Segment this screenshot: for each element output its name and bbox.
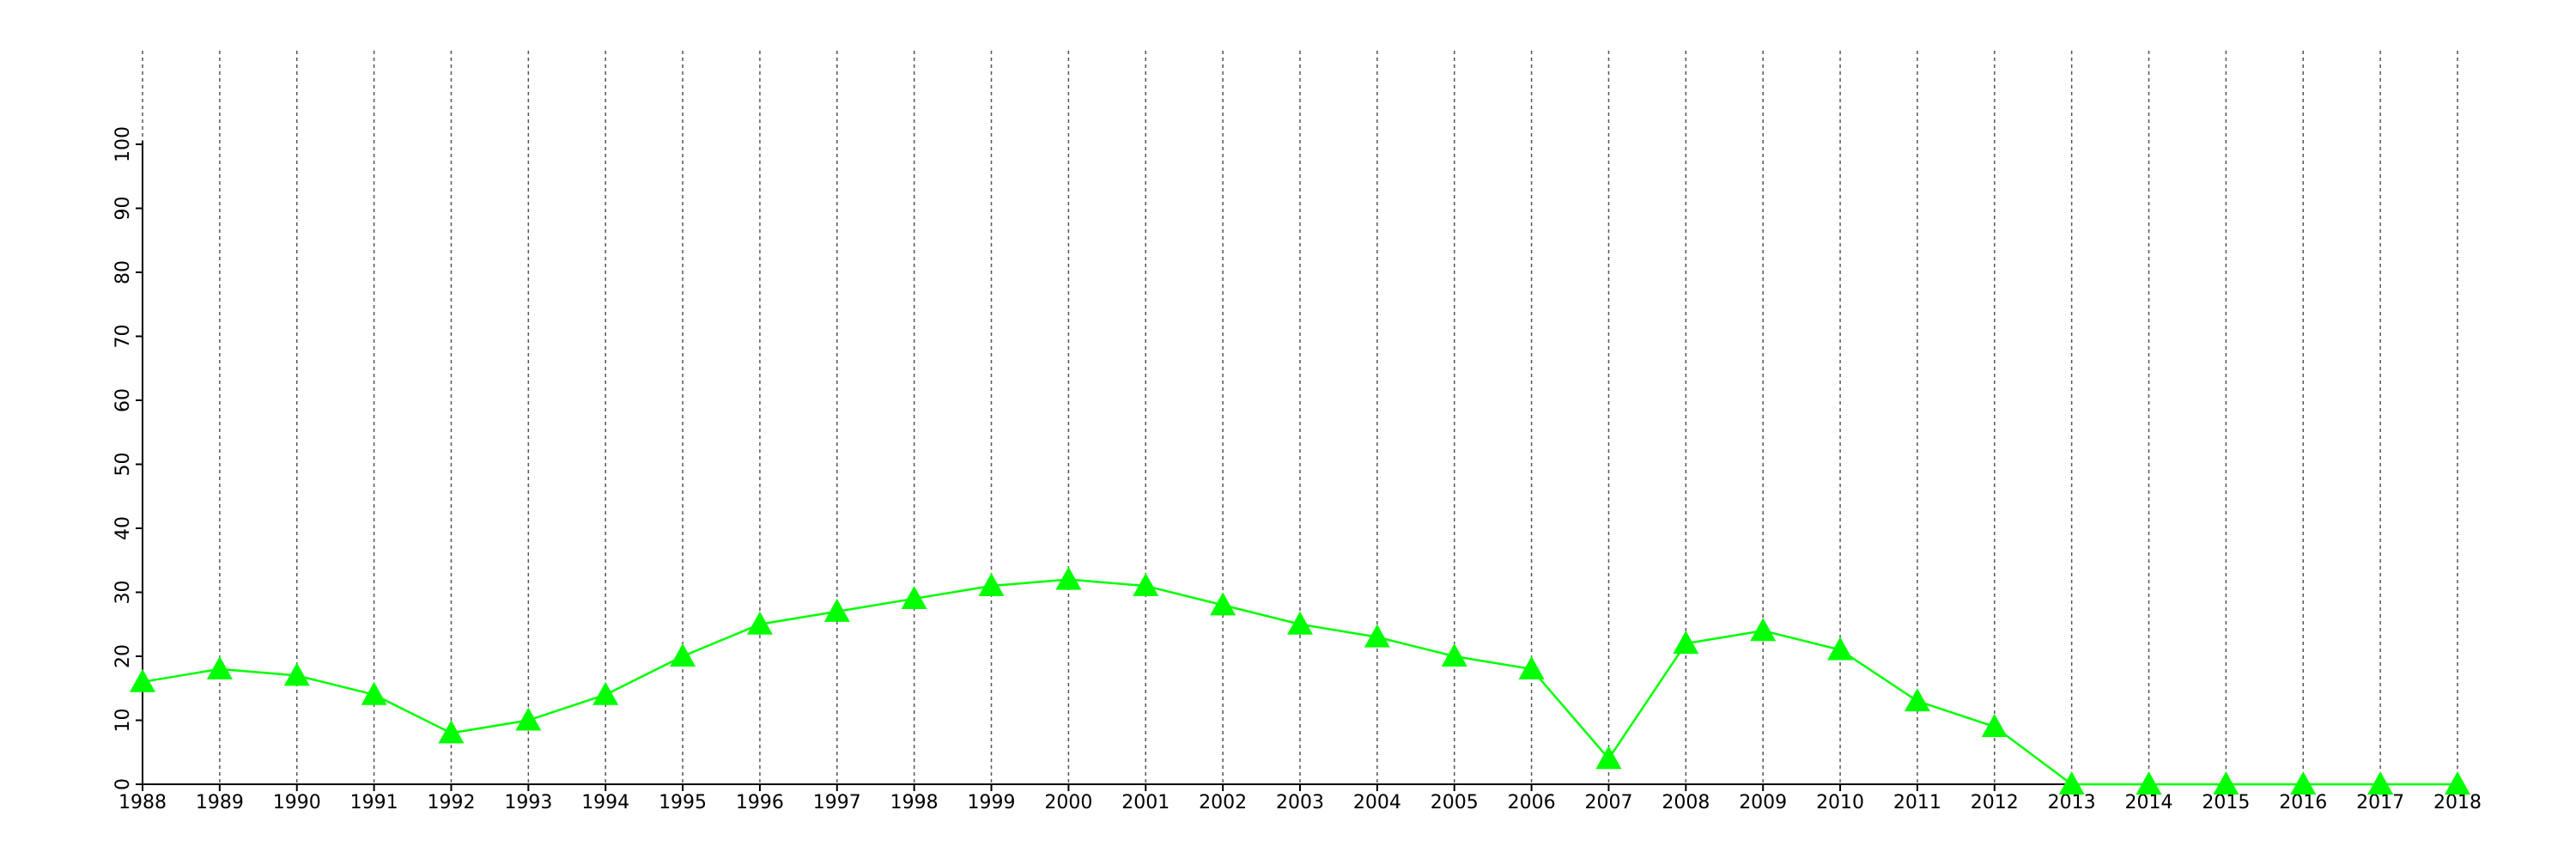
y-tick-label: 60: [112, 388, 134, 412]
y-tick-label: 20: [112, 644, 134, 668]
marker: [2290, 771, 2317, 795]
x-tick-label: 1994: [581, 792, 629, 813]
marker: [283, 662, 310, 686]
x-tick-label: 2016: [2279, 792, 2327, 813]
x-tick-label: 2005: [1431, 792, 1479, 813]
marker: [746, 611, 773, 635]
y-tick-label: 50: [112, 453, 134, 477]
marker: [1981, 713, 2008, 737]
marker: [1518, 655, 1545, 679]
marker: [2367, 771, 2394, 795]
x-tick-label: 2015: [2202, 792, 2250, 813]
x-tick-label: 1988: [118, 792, 167, 813]
marker: [1210, 592, 1236, 616]
x-tick-label: 2006: [1508, 792, 1556, 813]
marker: [978, 573, 1005, 597]
y-tick-label: 100: [112, 126, 134, 162]
marker: [1441, 643, 1467, 667]
x-tick-label: 1998: [890, 792, 939, 813]
marker: [2445, 771, 2470, 795]
y-tick-label: 10: [112, 709, 134, 733]
x-tick-label: 2014: [2125, 792, 2173, 813]
marker: [1133, 573, 1159, 597]
x-tick-label: 2002: [1199, 792, 1247, 813]
x-tick-label: 2007: [1584, 792, 1632, 813]
x-tick-label: 2017: [2356, 792, 2404, 813]
x-tick-label: 2000: [1044, 792, 1092, 813]
x-tick-label: 2012: [1971, 792, 2019, 813]
marker: [1595, 746, 1622, 770]
marker: [361, 681, 387, 705]
marker: [130, 668, 155, 692]
marker: [1287, 611, 1313, 635]
x-tick-label: 1995: [659, 792, 707, 813]
marker: [670, 643, 696, 667]
marker: [1750, 618, 1777, 642]
y-tick-label: 70: [112, 325, 134, 349]
x-tick-label: 1990: [273, 792, 321, 813]
marker: [592, 681, 619, 705]
marker: [1904, 688, 1930, 712]
x-tick-label: 2010: [1816, 792, 1864, 813]
marker: [1055, 566, 1082, 590]
y-tick-label: 30: [112, 581, 134, 605]
marker: [515, 707, 542, 731]
marker: [438, 720, 465, 744]
marker: [2136, 771, 2162, 795]
y-tick-label: 80: [112, 260, 134, 284]
x-tick-label: 1997: [813, 792, 861, 813]
marker: [2213, 771, 2239, 795]
x-tick-label: 1999: [968, 792, 1016, 813]
x-tick-label: 2018: [2433, 792, 2482, 813]
x-tick-label: 1996: [736, 792, 784, 813]
x-tick-label: 2013: [2048, 792, 2096, 813]
x-tick-label: 2008: [1662, 792, 1710, 813]
marker: [2058, 771, 2085, 795]
x-tick-label: 1993: [504, 792, 552, 813]
marker: [206, 655, 233, 679]
x-tick-label: 2001: [1121, 792, 1170, 813]
marker: [1364, 624, 1390, 648]
marker: [1827, 637, 1854, 661]
y-tick-label: 40: [112, 516, 134, 540]
x-tick-label: 2011: [1893, 792, 1941, 813]
y-tick-label: 90: [112, 197, 134, 221]
marker: [823, 598, 850, 622]
x-tick-label: 2003: [1276, 792, 1324, 813]
x-tick-label: 1992: [427, 792, 475, 813]
x-tick-label: 1991: [350, 792, 398, 813]
x-tick-label: 2009: [1739, 792, 1787, 813]
marker: [1673, 631, 1699, 655]
marker: [901, 585, 927, 609]
x-tick-label: 1989: [196, 792, 244, 813]
x-tick-label: 2004: [1353, 792, 1401, 813]
y-tick-label: 0: [112, 778, 134, 790]
